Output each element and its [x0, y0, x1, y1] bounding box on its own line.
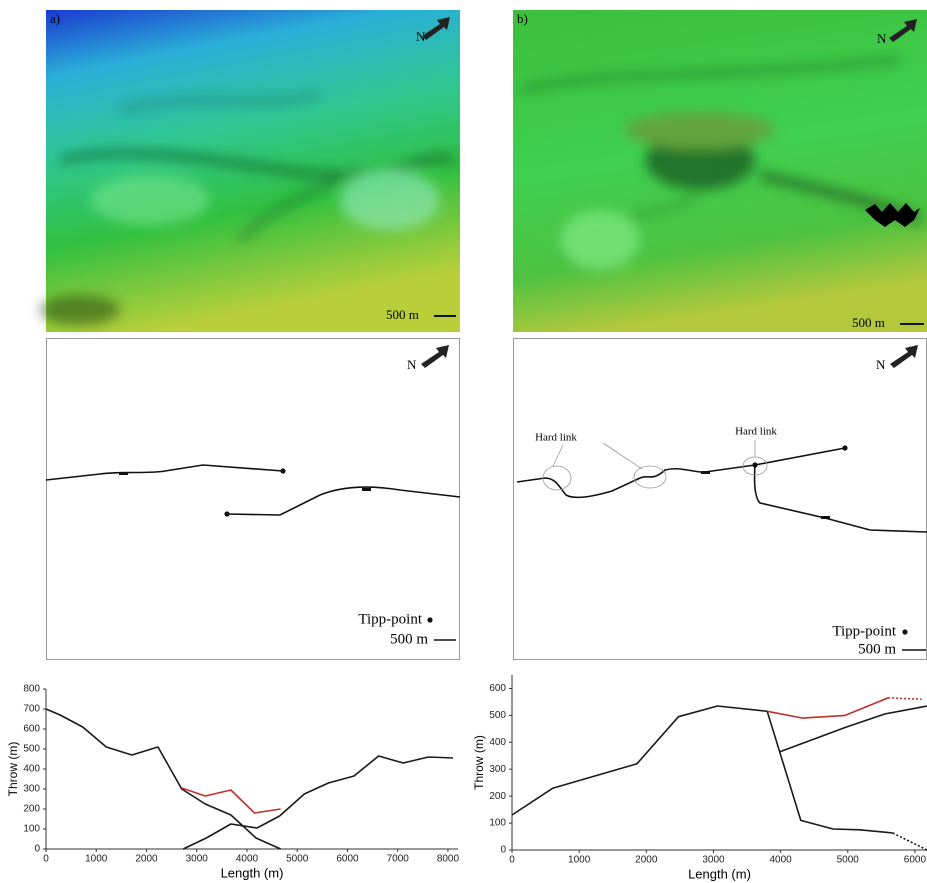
y-tick-label: 0 — [500, 845, 506, 856]
hanging-wall-tick — [119, 472, 128, 475]
y-tick-label: 800 — [23, 684, 40, 695]
scale-label: 500 m — [852, 315, 885, 330]
x-tick-label: 5000 — [837, 855, 860, 866]
x-tick-label: 6000 — [336, 854, 359, 865]
x-tick-label: 0 — [43, 854, 49, 865]
x-tick-label: 4000 — [236, 854, 259, 865]
y-tick-label: 200 — [23, 804, 40, 815]
north-label: N — [407, 357, 417, 372]
tipp-point — [842, 445, 847, 450]
annotation: Hard link — [535, 432, 577, 444]
y-tick-label: 100 — [23, 824, 40, 835]
series-line — [893, 833, 927, 850]
y-tick-label: 0 — [34, 844, 40, 855]
y-tick-label: 400 — [23, 764, 40, 775]
tipp-point — [752, 462, 757, 467]
series-line — [183, 756, 453, 849]
y-tick-label: 100 — [489, 818, 506, 829]
legend-dot — [427, 617, 432, 622]
hanging-wall-tick — [701, 471, 710, 474]
x-axis-label: Length (m) — [688, 866, 751, 881]
y-tick-label: 300 — [489, 764, 506, 775]
y-tick-label: 400 — [489, 737, 506, 748]
y-tick-label: 300 — [23, 784, 40, 795]
x-tick-label: 4000 — [769, 855, 792, 866]
panel-label: b) — [517, 11, 528, 26]
x-axis-label: Length (m) — [221, 865, 284, 880]
scale-label: 500 m — [858, 641, 896, 657]
north-label: N — [876, 357, 886, 372]
y-tick-label: 200 — [489, 791, 506, 802]
x-tick-label: 1000 — [568, 855, 591, 866]
hanging-wall-tick — [821, 516, 830, 519]
x-tick-label: 2000 — [635, 855, 658, 866]
north-label: N — [877, 31, 887, 46]
x-tick-label: 6000 — [904, 855, 927, 866]
y-axis-label: Throw (m) — [472, 735, 486, 790]
x-tick-label: 3000 — [702, 855, 725, 866]
legend-label: Tipp-point — [358, 611, 422, 627]
tipp-point — [280, 468, 285, 473]
map-b-frame — [514, 339, 927, 660]
y-tick-label: 600 — [489, 683, 506, 694]
x-tick-label: 2000 — [135, 854, 158, 865]
x-tick-label: 0 — [509, 855, 515, 866]
dem-b — [513, 10, 927, 332]
series-line — [888, 698, 922, 699]
scale-label: 500 m — [390, 631, 428, 647]
tipp-point — [224, 511, 229, 516]
x-tick-label: 7000 — [387, 854, 410, 865]
legend-dot — [902, 629, 907, 634]
y-axis-label: Throw (m) — [6, 742, 20, 797]
hanging-wall-tick — [362, 488, 371, 491]
scale-label: 500 m — [386, 307, 419, 322]
figure: a) N 500 m b) N 500 m N Tipp-point 500 m… — [0, 0, 927, 883]
x-tick-label: 1000 — [85, 854, 108, 865]
dem-a — [40, 10, 460, 332]
x-tick-label: 5000 — [286, 854, 309, 865]
series-line — [46, 709, 281, 849]
x-tick-label: 3000 — [186, 854, 209, 865]
y-tick-label: 500 — [489, 710, 506, 721]
series-line — [182, 788, 281, 813]
panel-label: a) — [50, 11, 60, 26]
y-tick-label: 500 — [23, 744, 40, 755]
y-tick-label: 600 — [23, 724, 40, 735]
series-line — [512, 706, 893, 833]
legend-label: Tipp-point — [832, 623, 896, 639]
y-tick-label: 700 — [23, 704, 40, 715]
annotation: Hard link — [735, 426, 777, 438]
x-tick-label: 8000 — [437, 854, 460, 865]
series-line — [767, 698, 888, 718]
